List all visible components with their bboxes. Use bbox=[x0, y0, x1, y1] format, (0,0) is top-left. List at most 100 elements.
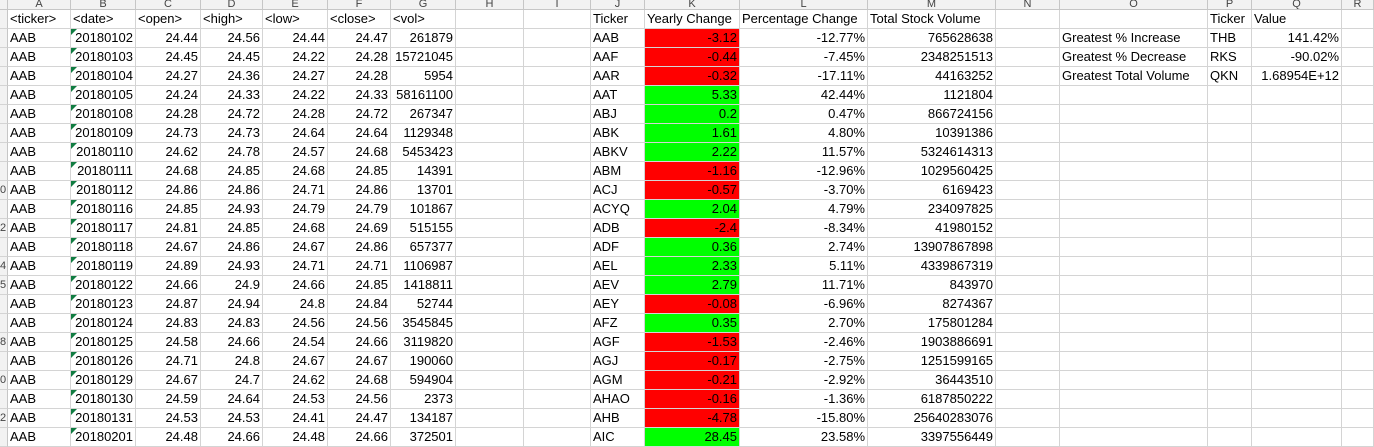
grid-cell[interactable] bbox=[996, 143, 1060, 162]
stock-cell[interactable]: 24.28 bbox=[328, 67, 391, 86]
grid-cell[interactable] bbox=[1208, 86, 1252, 105]
grid-cell[interactable] bbox=[524, 257, 591, 276]
stock-cell[interactable]: 372501 bbox=[391, 428, 456, 447]
summary-cell[interactable]: ACJ bbox=[591, 181, 645, 200]
stock-cell[interactable]: 3545845 bbox=[391, 314, 456, 333]
summary-cell[interactable]: -2.75% bbox=[740, 352, 868, 371]
grid-cell[interactable] bbox=[1252, 390, 1342, 409]
yearly-change-cell[interactable]: -0.08 bbox=[645, 295, 740, 314]
grid-cell[interactable] bbox=[1252, 105, 1342, 124]
stock-cell[interactable]: 24.73 bbox=[201, 124, 263, 143]
stock-cell[interactable]: 24.71 bbox=[263, 257, 328, 276]
summary-cell[interactable]: 843970 bbox=[868, 276, 996, 295]
summary-cell[interactable]: 41980152 bbox=[868, 219, 996, 238]
grid-cell[interactable] bbox=[1342, 314, 1374, 333]
stock-cell[interactable]: 24.71 bbox=[136, 352, 201, 371]
grid-cell[interactable] bbox=[456, 143, 524, 162]
grid-cell[interactable] bbox=[456, 48, 524, 67]
summary-cell[interactable]: 4.79% bbox=[740, 200, 868, 219]
grid-cell[interactable] bbox=[1208, 352, 1252, 371]
stock-header-cell[interactable]: <high> bbox=[201, 10, 263, 29]
grid-cell[interactable] bbox=[456, 124, 524, 143]
grid-cell[interactable] bbox=[1060, 143, 1208, 162]
stock-cell[interactable]: 20180119 bbox=[71, 257, 136, 276]
grid-cell[interactable] bbox=[456, 10, 524, 29]
grid-cell[interactable] bbox=[1342, 67, 1374, 86]
grid-cell[interactable] bbox=[524, 67, 591, 86]
summary-cell[interactable]: ABKV bbox=[591, 143, 645, 162]
column-header-r[interactable]: R bbox=[1342, 0, 1374, 10]
summary-header-cell[interactable]: Ticker bbox=[591, 10, 645, 29]
summary-cell[interactable]: 1029560425 bbox=[868, 162, 996, 181]
grid-cell[interactable] bbox=[1060, 219, 1208, 238]
stock-cell[interactable]: AAB bbox=[8, 67, 71, 86]
stock-cell[interactable]: AAB bbox=[8, 162, 71, 181]
stock-header-cell[interactable]: <open> bbox=[136, 10, 201, 29]
stock-cell[interactable]: 24.66 bbox=[328, 333, 391, 352]
grid-cell[interactable] bbox=[1252, 276, 1342, 295]
summary-cell[interactable]: AGF bbox=[591, 333, 645, 352]
stock-cell[interactable]: 24.86 bbox=[201, 181, 263, 200]
grid-cell[interactable] bbox=[1060, 428, 1208, 447]
grid-cell[interactable] bbox=[996, 333, 1060, 352]
summary-cell[interactable]: 3397556449 bbox=[868, 428, 996, 447]
summary-cell[interactable]: 2.70% bbox=[740, 314, 868, 333]
stock-cell[interactable]: 24.66 bbox=[263, 276, 328, 295]
summary-cell[interactable]: 1251599165 bbox=[868, 352, 996, 371]
column-header-a[interactable]: A bbox=[8, 0, 71, 10]
stock-cell[interactable]: 24.85 bbox=[328, 162, 391, 181]
summary-cell[interactable]: 1903886691 bbox=[868, 333, 996, 352]
stock-cell[interactable]: 20180109 bbox=[71, 124, 136, 143]
grid-cell[interactable] bbox=[996, 371, 1060, 390]
grid-cell[interactable] bbox=[1342, 86, 1374, 105]
grid-cell[interactable] bbox=[1208, 409, 1252, 428]
stock-cell[interactable]: 24.87 bbox=[136, 295, 201, 314]
row-header[interactable] bbox=[0, 48, 8, 67]
grid-cell[interactable] bbox=[524, 390, 591, 409]
column-header-g[interactable]: G bbox=[391, 0, 456, 10]
stock-cell[interactable]: 515155 bbox=[391, 219, 456, 238]
stock-cell[interactable]: 24.81 bbox=[136, 219, 201, 238]
stock-cell[interactable]: 24.24 bbox=[136, 86, 201, 105]
stock-cell[interactable]: AAB bbox=[8, 333, 71, 352]
row-header[interactable] bbox=[0, 29, 8, 48]
summary-cell[interactable]: AGM bbox=[591, 371, 645, 390]
summary-cell[interactable]: 866724156 bbox=[868, 105, 996, 124]
stock-cell[interactable]: 24.53 bbox=[263, 390, 328, 409]
stock-header-cell[interactable]: <date> bbox=[71, 10, 136, 29]
yearly-change-cell[interactable]: -2.4 bbox=[645, 219, 740, 238]
summary-cell[interactable]: 0.47% bbox=[740, 105, 868, 124]
grid-cell[interactable] bbox=[456, 409, 524, 428]
stock-header-cell[interactable]: <close> bbox=[328, 10, 391, 29]
stock-cell[interactable]: 24.56 bbox=[201, 29, 263, 48]
summary-cell[interactable]: 42.44% bbox=[740, 86, 868, 105]
row-header[interactable]: 2 bbox=[0, 219, 8, 238]
row-header[interactable] bbox=[0, 390, 8, 409]
stock-cell[interactable]: 24.56 bbox=[328, 390, 391, 409]
grid-cell[interactable] bbox=[456, 257, 524, 276]
summary-cell[interactable]: 234097825 bbox=[868, 200, 996, 219]
summary-cell[interactable]: AAB bbox=[591, 29, 645, 48]
stock-cell[interactable]: 20180112 bbox=[71, 181, 136, 200]
stock-cell[interactable]: 24.45 bbox=[136, 48, 201, 67]
stock-cell[interactable]: 24.62 bbox=[136, 143, 201, 162]
grid-cell[interactable] bbox=[1252, 219, 1342, 238]
grid-cell[interactable] bbox=[996, 200, 1060, 219]
summary-cell[interactable]: -7.45% bbox=[740, 48, 868, 67]
stock-cell[interactable]: 20180129 bbox=[71, 371, 136, 390]
stock-header-cell[interactable]: <vol> bbox=[391, 10, 456, 29]
grid-cell[interactable] bbox=[996, 314, 1060, 333]
stock-cell[interactable]: 594904 bbox=[391, 371, 456, 390]
stock-cell[interactable]: 24.9 bbox=[201, 276, 263, 295]
stock-cell[interactable]: 24.47 bbox=[328, 409, 391, 428]
stock-cell[interactable]: 20180102 bbox=[71, 29, 136, 48]
stock-cell[interactable]: AAB bbox=[8, 219, 71, 238]
stock-cell[interactable]: AAB bbox=[8, 276, 71, 295]
greatest-cell[interactable]: Greatest Total Volume bbox=[1060, 67, 1208, 86]
row-header[interactable] bbox=[0, 143, 8, 162]
yearly-change-cell[interactable]: 2.22 bbox=[645, 143, 740, 162]
stock-cell[interactable]: 1106987 bbox=[391, 257, 456, 276]
grid-cell[interactable] bbox=[1342, 143, 1374, 162]
grid-cell[interactable] bbox=[456, 371, 524, 390]
stock-cell[interactable]: 1418811 bbox=[391, 276, 456, 295]
